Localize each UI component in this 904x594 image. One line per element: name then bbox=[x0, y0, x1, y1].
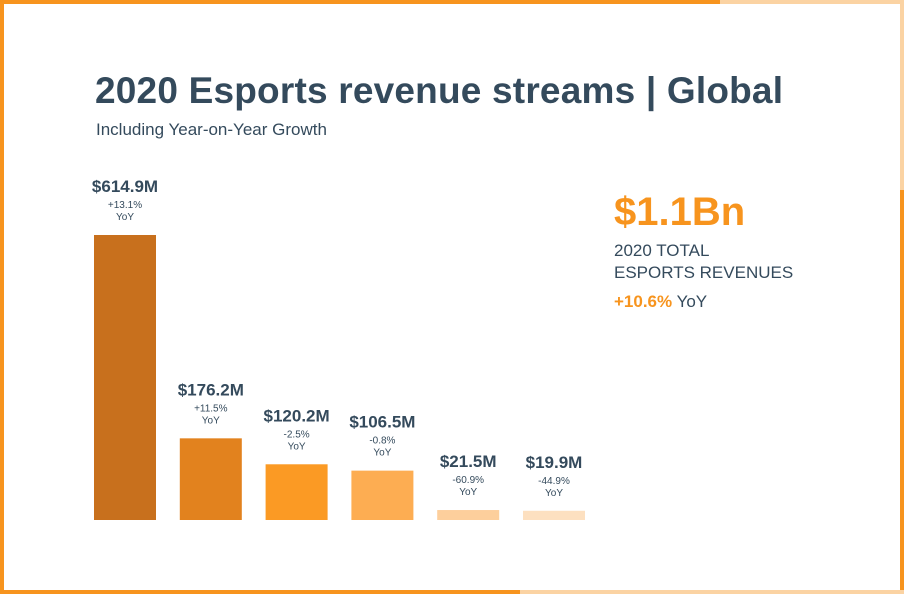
total-growth-value: +10.6% bbox=[614, 292, 673, 311]
chart-title: 2020 Esports revenue streams | Global bbox=[95, 70, 784, 111]
total-label: 2020 TOTAL ESPORTS REVENUES bbox=[614, 240, 793, 284]
total-growth-unit: YoY bbox=[676, 292, 708, 311]
bar-2 bbox=[179, 438, 242, 520]
frame-top-left bbox=[0, 0, 720, 4]
bar-value-label: $614.9M bbox=[92, 177, 158, 196]
frame-bottom-right bbox=[520, 590, 904, 594]
total-revenue: $1.1Bn bbox=[614, 190, 746, 234]
bar-4 bbox=[351, 470, 414, 520]
bar-growth-unit: YoY bbox=[459, 487, 477, 498]
bar-growth-label: -0.8% bbox=[369, 436, 395, 447]
bar-value-label: $19.9M bbox=[526, 453, 583, 472]
chart-subtitle: Including Year-on-Year Growth bbox=[96, 120, 327, 139]
total-label-line1: 2020 TOTAL bbox=[614, 241, 710, 260]
bar-growth-label: +13.1% bbox=[108, 200, 142, 211]
frame-right-bottom bbox=[900, 190, 904, 594]
bar-3 bbox=[265, 464, 328, 520]
bar-value-label: $120.2M bbox=[264, 406, 330, 425]
frame-bottom-left bbox=[0, 590, 520, 594]
bar-growth-label: -2.5% bbox=[284, 429, 310, 440]
bar-1 bbox=[94, 235, 156, 520]
bar-growth-label: +11.5% bbox=[194, 403, 228, 414]
frame-left bbox=[0, 0, 4, 594]
bar-value-label: $176.2M bbox=[178, 380, 244, 399]
frame-top-right bbox=[720, 0, 904, 4]
total-growth: +10.6% YoY bbox=[614, 292, 793, 312]
bar-growth-label: -60.9% bbox=[452, 475, 484, 486]
bar-value-label: $106.5M bbox=[349, 413, 415, 432]
bar-growth-unit: YoY bbox=[288, 441, 306, 452]
total-label-line2: ESPORTS REVENUES bbox=[614, 263, 794, 282]
summary-panel: $1.1Bn 2020 TOTAL ESPORTS REVENUES +10.6… bbox=[614, 190, 793, 312]
bar-growth-unit: YoY bbox=[373, 448, 391, 459]
bar-growth-unit: YoY bbox=[202, 415, 220, 426]
bar-growth-label: -44.9% bbox=[538, 476, 570, 487]
frame-right-top bbox=[900, 0, 904, 190]
bar-6 bbox=[523, 510, 585, 520]
bar-5 bbox=[437, 510, 500, 520]
bar-growth-unit: YoY bbox=[545, 488, 563, 499]
bar-value-label: $21.5M bbox=[440, 452, 497, 471]
bar-growth-unit: YoY bbox=[116, 212, 134, 223]
